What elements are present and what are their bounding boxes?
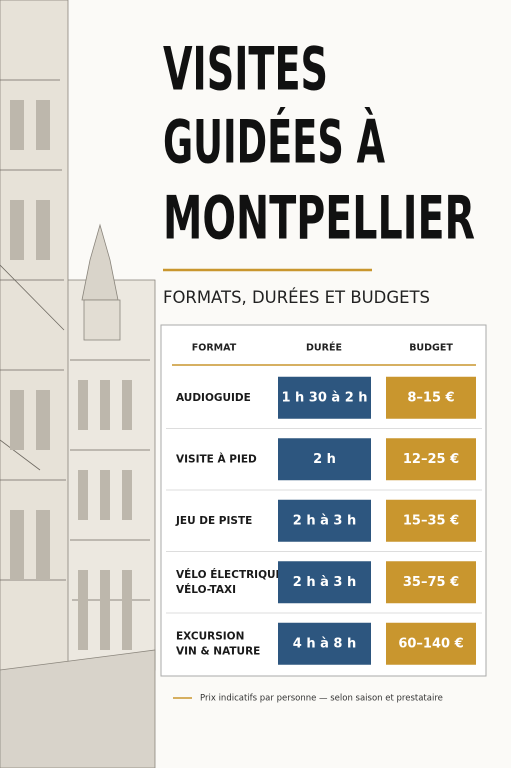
- duration-badge: [278, 438, 371, 481]
- duration: 2 h: [313, 452, 336, 467]
- budget-badge: [386, 438, 476, 481]
- format-label: VIN & NATURE: [176, 645, 260, 657]
- duration-badge: [278, 499, 371, 542]
- title-line: VISITES: [163, 35, 328, 105]
- building-illustration: [0, 0, 156, 768]
- duration: 2 h à 3 h: [293, 575, 356, 590]
- format-label: VISITE À PIED: [176, 452, 257, 465]
- budget-badge: [386, 499, 476, 542]
- budget-badge: [386, 376, 476, 419]
- column-header: BUDGET: [409, 343, 453, 354]
- budget: 12–25 €: [403, 452, 459, 467]
- duration-badge: [278, 376, 371, 419]
- budget: 15–35 €: [403, 513, 459, 528]
- budget-badge: [386, 561, 476, 604]
- budget: 60–140 €: [398, 636, 463, 651]
- format-label: VÉLO ÉLECTRIQUE /: [176, 568, 290, 581]
- title-line: MONTPELLIER: [163, 184, 475, 254]
- title-line: GUIDÉES À: [163, 106, 385, 178]
- budget: 35–75 €: [403, 575, 459, 590]
- format-label: JEU DE PISTE: [175, 515, 252, 527]
- duration-badge: [278, 561, 371, 604]
- format-label: EXCURSION: [176, 630, 244, 642]
- footnote: Prix indicatifs par personne — selon sai…: [200, 694, 443, 704]
- duration: 2 h à 3 h: [293, 513, 356, 528]
- budget-badge: [386, 622, 476, 665]
- duration: 4 h à 8 h: [293, 636, 356, 651]
- table: FORMAT DURÉE BUDGET AUDIOGUIDE 1 h 30 à 2 h 8…: [166, 342, 482, 665]
- format-label: VÉLO-TAXI: [176, 583, 236, 596]
- budget: 8–15 €: [407, 390, 454, 405]
- subtitle: FORMATS, DURÉES ET BUDGETS: [163, 286, 430, 308]
- duration-badge: [278, 622, 371, 665]
- format-label: AUDIOGUIDE: [176, 392, 251, 404]
- column-header: FORMAT: [192, 343, 237, 354]
- column-header: DURÉE: [306, 342, 342, 354]
- duration: 1 h 30 à 2 h: [281, 390, 367, 405]
